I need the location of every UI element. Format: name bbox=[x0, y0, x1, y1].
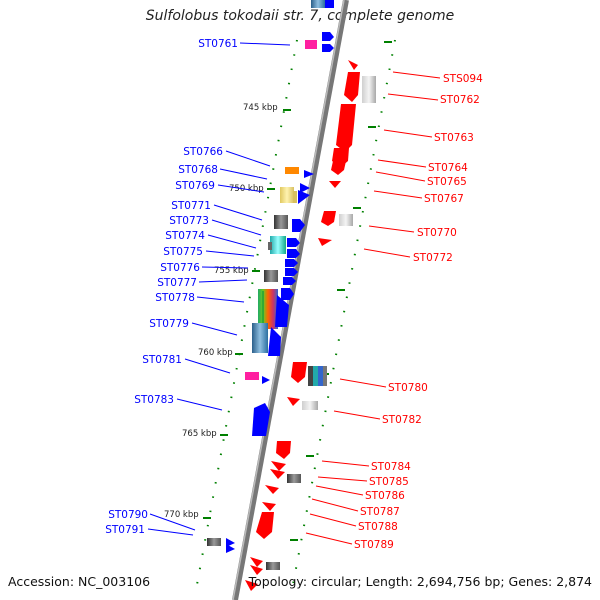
scale-label-770: 770 kbp bbox=[164, 510, 199, 520]
gene-label-st0762[interactable]: ST0762 bbox=[440, 94, 480, 106]
right-leader-lines bbox=[305, 71, 441, 545]
gene-label-st0789[interactable]: ST0789 bbox=[354, 539, 394, 551]
gene-label-st0768[interactable]: ST0768 bbox=[178, 164, 218, 176]
gene-label-st0784[interactable]: ST0784 bbox=[371, 461, 411, 473]
reverse-strand-features bbox=[245, 60, 376, 591]
genome-summary-text: Topology: circular; Length: 2,694,756 bp… bbox=[248, 574, 592, 589]
gene-label-st0764[interactable]: ST0764 bbox=[428, 162, 468, 174]
gene-label-st0786[interactable]: ST0786 bbox=[365, 490, 405, 502]
scale-label-745: 745 kbp bbox=[243, 103, 278, 113]
gene-label-st0790[interactable]: ST0790 bbox=[108, 509, 148, 521]
gene-label-st0785[interactable]: ST0785 bbox=[369, 476, 409, 488]
left-leader-lines bbox=[147, 42, 291, 536]
gene-label-st0770[interactable]: ST0770 bbox=[417, 227, 457, 239]
gene-label-st0767[interactable]: ST0767 bbox=[424, 193, 464, 205]
gene-label-st0772[interactable]: ST0772 bbox=[413, 252, 453, 264]
gene-label-st0781[interactable]: ST0781 bbox=[142, 354, 182, 366]
gene-label-st0776[interactable]: ST0776 bbox=[160, 262, 200, 274]
gene-label-st0763[interactable]: ST0763 bbox=[434, 132, 474, 144]
gene-label-st0780[interactable]: ST0780 bbox=[388, 382, 428, 394]
gene-label-st0787[interactable]: ST0787 bbox=[360, 506, 400, 518]
gene-label-st0783[interactable]: ST0783 bbox=[134, 394, 174, 406]
genome-backbone bbox=[232, 0, 349, 600]
gene-label-st0766[interactable]: ST0766 bbox=[183, 146, 223, 158]
gene-label-st0791[interactable]: ST0791 bbox=[105, 524, 145, 536]
gene-label-st0765[interactable]: ST0765 bbox=[427, 176, 467, 188]
gene-label-st0769[interactable]: ST0769 bbox=[175, 180, 215, 192]
gene-label-st0774[interactable]: ST0774 bbox=[165, 230, 205, 242]
gene-label-sts094[interactable]: STS094 bbox=[443, 73, 483, 85]
scale-ticks bbox=[203, 109, 291, 519]
gene-label-st0777[interactable]: ST0777 bbox=[157, 277, 197, 289]
gene-label-st0761[interactable]: ST0761 bbox=[198, 38, 238, 50]
gene-label-st0771[interactable]: ST0771 bbox=[171, 200, 211, 212]
forward-strand-features bbox=[207, 0, 334, 553]
scale-label-765: 765 kbp bbox=[182, 429, 217, 439]
accession-text: Accession: NC_003106 bbox=[8, 574, 151, 589]
gene-label-st0782[interactable]: ST0782 bbox=[382, 414, 422, 426]
gene-label-st0778[interactable]: ST0778 bbox=[155, 292, 195, 304]
scale-label-760: 760 kbp bbox=[198, 348, 233, 358]
gene-label-st0788[interactable]: ST0788 bbox=[358, 521, 398, 533]
gene-label-st0775[interactable]: ST0775 bbox=[163, 246, 203, 258]
scale-label-755: 755 kbp bbox=[214, 266, 249, 276]
genome-title: Sulfolobus tokodaii str. 7, complete gen… bbox=[145, 8, 455, 24]
gene-label-st0779[interactable]: ST0779 bbox=[149, 318, 189, 330]
gene-label-st0773[interactable]: ST0773 bbox=[169, 215, 209, 227]
